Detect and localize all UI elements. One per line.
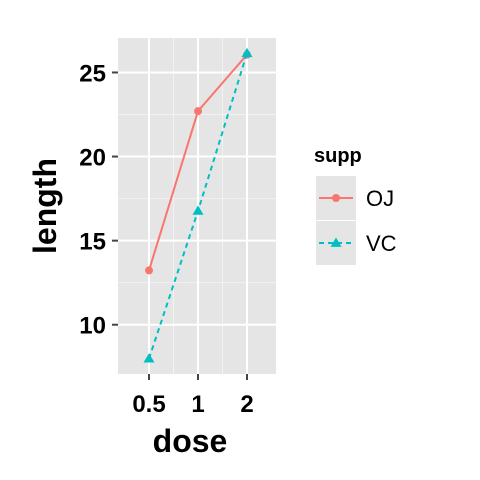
legend-label-vc: VC	[366, 231, 397, 256]
data-point-vc	[241, 47, 253, 58]
data-point-vc	[143, 353, 155, 363]
legend-marker-oj	[332, 194, 340, 202]
y-tick-label: 15	[79, 229, 106, 256]
legend-glyphs	[319, 194, 353, 247]
series-layer	[143, 47, 253, 363]
data-point-oj	[145, 266, 153, 275]
x-axis-ticks: 0.5 1 2	[132, 374, 254, 418]
legend-label-oj: OJ	[366, 186, 394, 211]
y-tick-label: 20	[79, 145, 106, 172]
x-tick-label: 2	[240, 391, 253, 418]
legend-marker-vc	[330, 237, 342, 247]
x-axis-title: dose	[153, 423, 228, 459]
data-point-oj	[194, 107, 202, 116]
legend-title: supp	[314, 145, 362, 167]
y-axis-ticks: 10 15 20 25	[79, 60, 118, 340]
y-tick-label: 10	[79, 313, 106, 340]
legend: supp OJ VC	[314, 145, 397, 265]
x-tick-label: 0.5	[132, 391, 165, 418]
y-tick-label: 25	[79, 60, 106, 87]
x-tick-label: 1	[191, 391, 204, 418]
data-point-vc	[192, 205, 204, 215]
y-axis-title: length	[27, 158, 63, 254]
